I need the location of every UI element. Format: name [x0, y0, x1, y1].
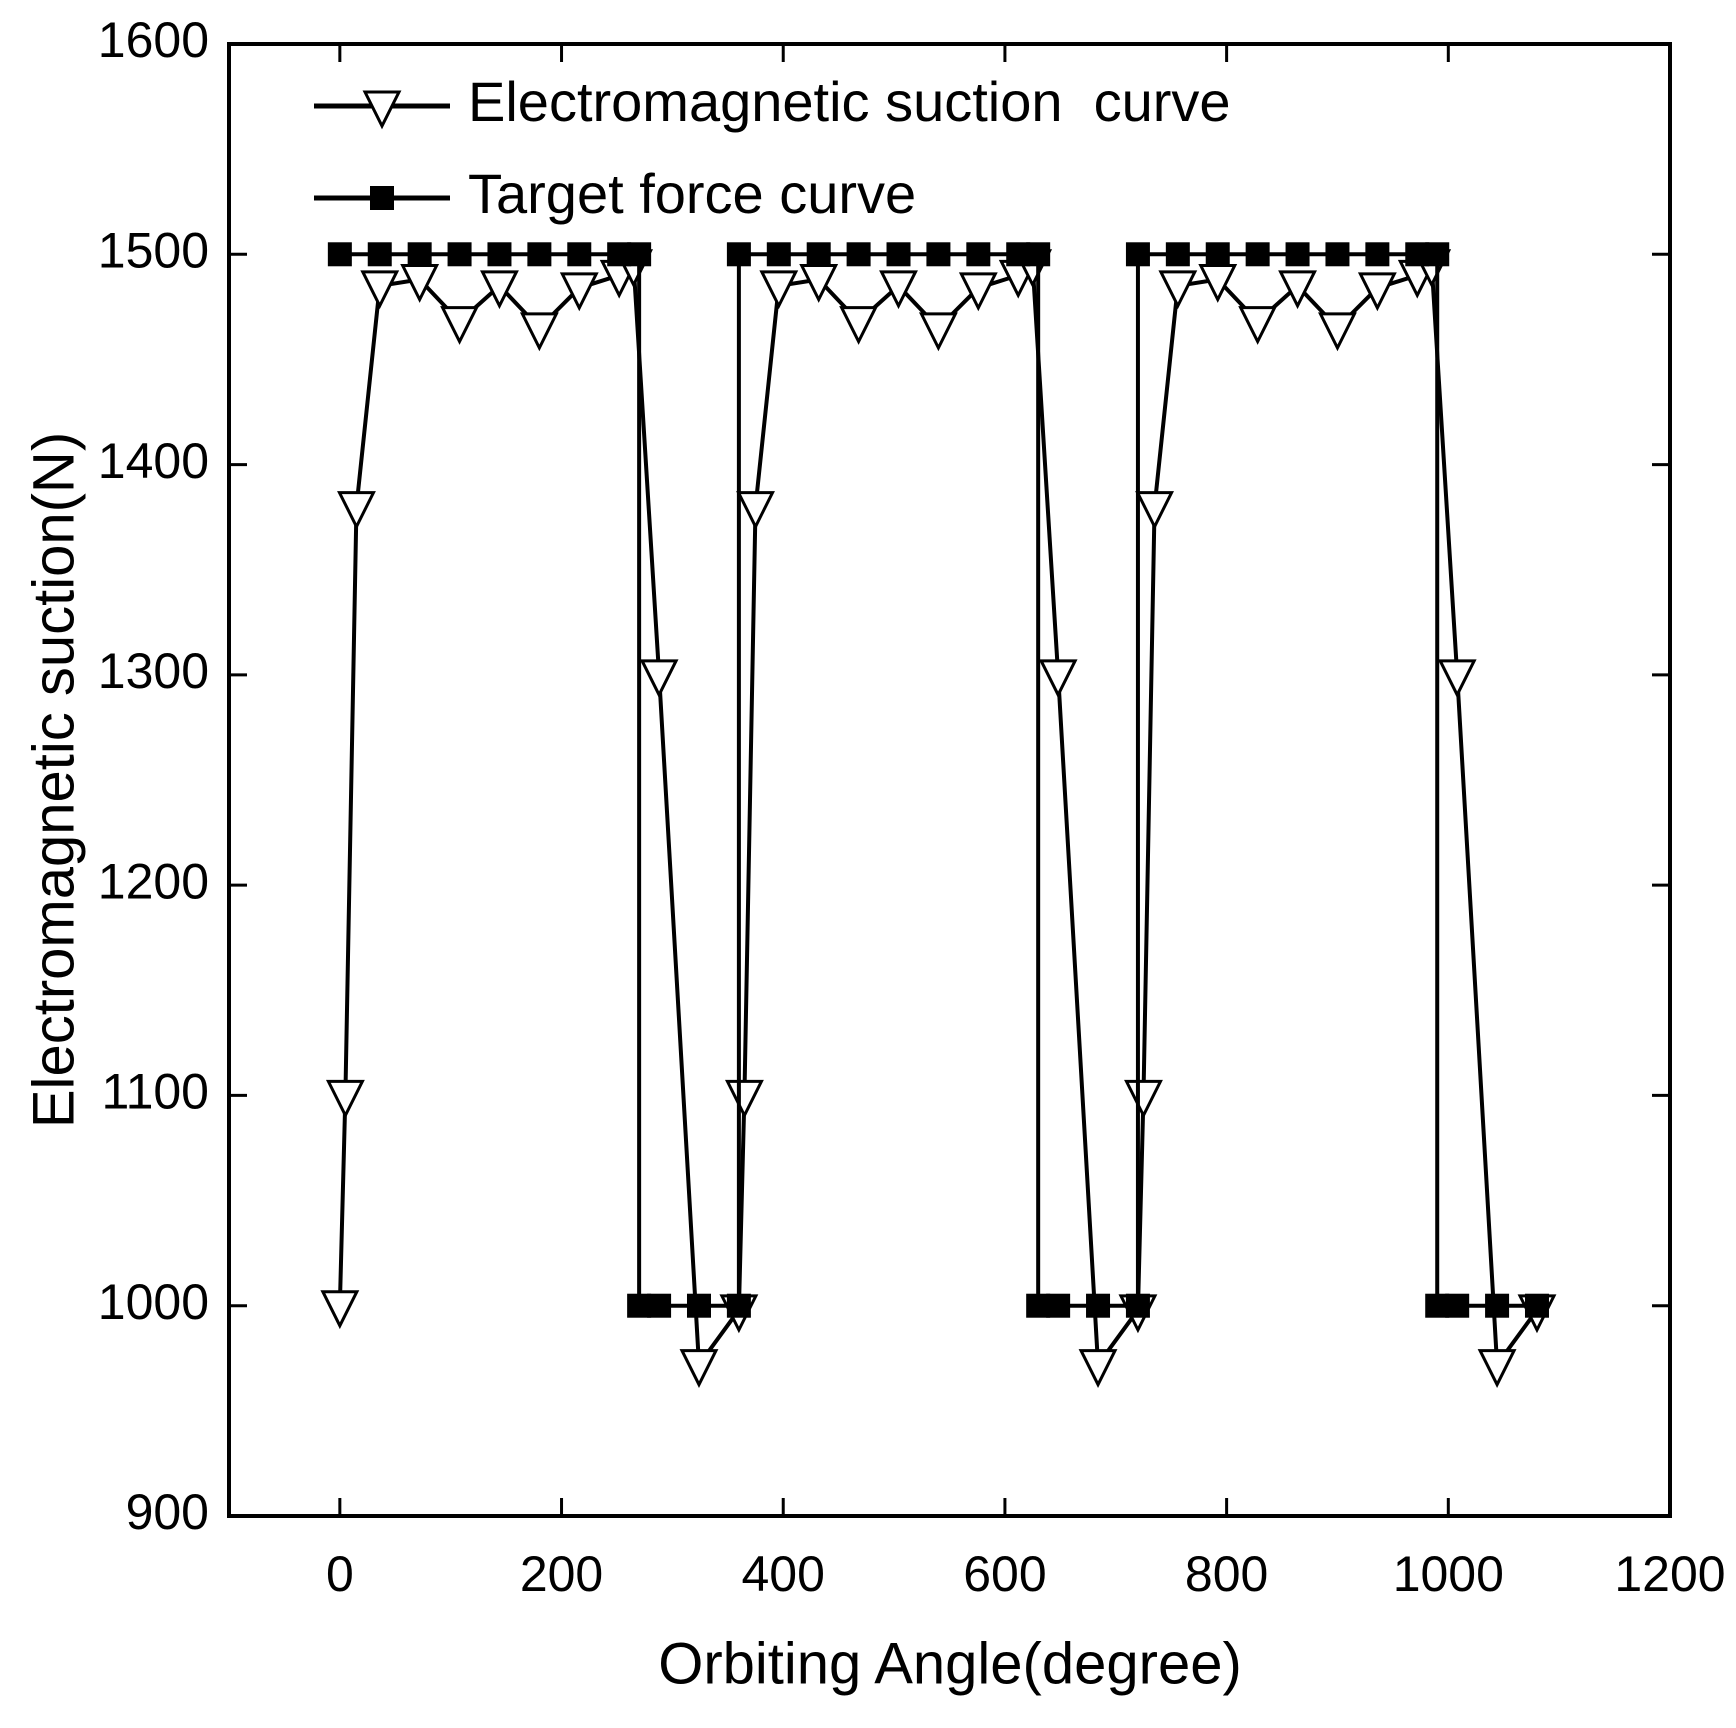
data-point [1425, 242, 1450, 267]
y-tick-label: 1300 [98, 643, 209, 699]
plot-frame [227, 42, 1672, 1518]
data-point [607, 242, 632, 267]
data-point [367, 242, 392, 267]
data-point [327, 242, 352, 267]
data-point [639, 659, 679, 699]
legend-label: Electromagnetic suction curve [468, 70, 1231, 133]
legend-label: Target force curve [468, 162, 916, 225]
data-point [1405, 242, 1430, 267]
data-point [1477, 1349, 1517, 1388]
series-line [339, 252, 1537, 1308]
data-point [966, 242, 991, 267]
data-point [1245, 242, 1270, 267]
data-point [806, 242, 831, 267]
data-point [325, 1079, 365, 1119]
data-point [1125, 1293, 1150, 1318]
x-tick-label: 1200 [1614, 1546, 1725, 1602]
x-axis-title: Orbiting Angle(degree) [658, 1631, 1242, 1696]
data-point [1278, 270, 1317, 310]
data-point [766, 242, 791, 267]
data-point [1205, 242, 1230, 267]
y-tick-label: 900 [126, 1484, 209, 1540]
data-point [1357, 272, 1397, 312]
data-point [918, 312, 958, 352]
data-point [527, 242, 552, 267]
data-point [725, 1079, 764, 1119]
data-point [1437, 659, 1477, 699]
data-point [759, 270, 799, 310]
data-point [1325, 242, 1350, 267]
data-point [559, 272, 599, 312]
data-point [647, 1293, 672, 1318]
data-point [519, 312, 559, 352]
x-tick-label: 800 [1185, 1546, 1268, 1602]
data-point [1238, 306, 1278, 345]
data-point [1125, 242, 1150, 267]
y-tick-label: 1400 [98, 433, 209, 489]
y-tick-label: 1000 [98, 1274, 209, 1330]
x-tick-label: 600 [963, 1546, 1046, 1602]
y-tick-label: 1200 [98, 853, 209, 909]
data-point [958, 272, 998, 312]
data-point [1365, 242, 1390, 267]
data-point [440, 306, 479, 345]
data-point [1026, 242, 1051, 267]
data-point [1038, 659, 1078, 699]
data-point [686, 1293, 711, 1318]
data-point [407, 242, 432, 267]
x-tick-label: 1000 [1393, 1546, 1504, 1602]
data-point [1124, 1079, 1163, 1119]
data-point [1524, 1293, 1549, 1318]
data-point [1318, 312, 1357, 352]
data-point [926, 242, 951, 267]
data-point [1046, 1293, 1071, 1318]
x-tick-label: 0 [326, 1546, 354, 1602]
legend-marker [370, 186, 394, 210]
x-tick-label: 400 [742, 1546, 825, 1602]
data-point [1165, 242, 1190, 267]
data-point [337, 491, 376, 530]
data-point [1078, 1349, 1118, 1388]
data-point [886, 242, 911, 267]
data-point [846, 242, 871, 267]
y-tick-label: 1600 [98, 12, 209, 68]
data-point [726, 242, 751, 267]
data-point [1135, 491, 1174, 530]
data-point [679, 1349, 719, 1388]
data-point [487, 242, 512, 267]
x-tick-label: 200 [520, 1546, 603, 1602]
data-point [567, 242, 592, 267]
data-point [480, 270, 519, 310]
data-point [1086, 1293, 1111, 1318]
data-point [1285, 242, 1310, 267]
data-point [726, 1293, 751, 1318]
data-point [879, 270, 918, 310]
data-point [320, 1290, 360, 1330]
legend-marker [362, 90, 402, 130]
y-axis-title: Electromagnetic suction(N) [21, 432, 86, 1128]
data-point [1006, 242, 1031, 267]
data-point [1485, 1293, 1510, 1318]
series-line [337, 262, 1539, 1367]
data-point [360, 270, 400, 310]
data-point [736, 491, 775, 530]
data-point [1445, 1293, 1470, 1318]
data-point [839, 306, 879, 345]
y-tick-label: 1500 [98, 222, 209, 278]
data-point [627, 242, 652, 267]
data-point [447, 242, 472, 267]
y-tick-label: 1100 [101, 1064, 209, 1120]
data-point [1158, 270, 1198, 310]
